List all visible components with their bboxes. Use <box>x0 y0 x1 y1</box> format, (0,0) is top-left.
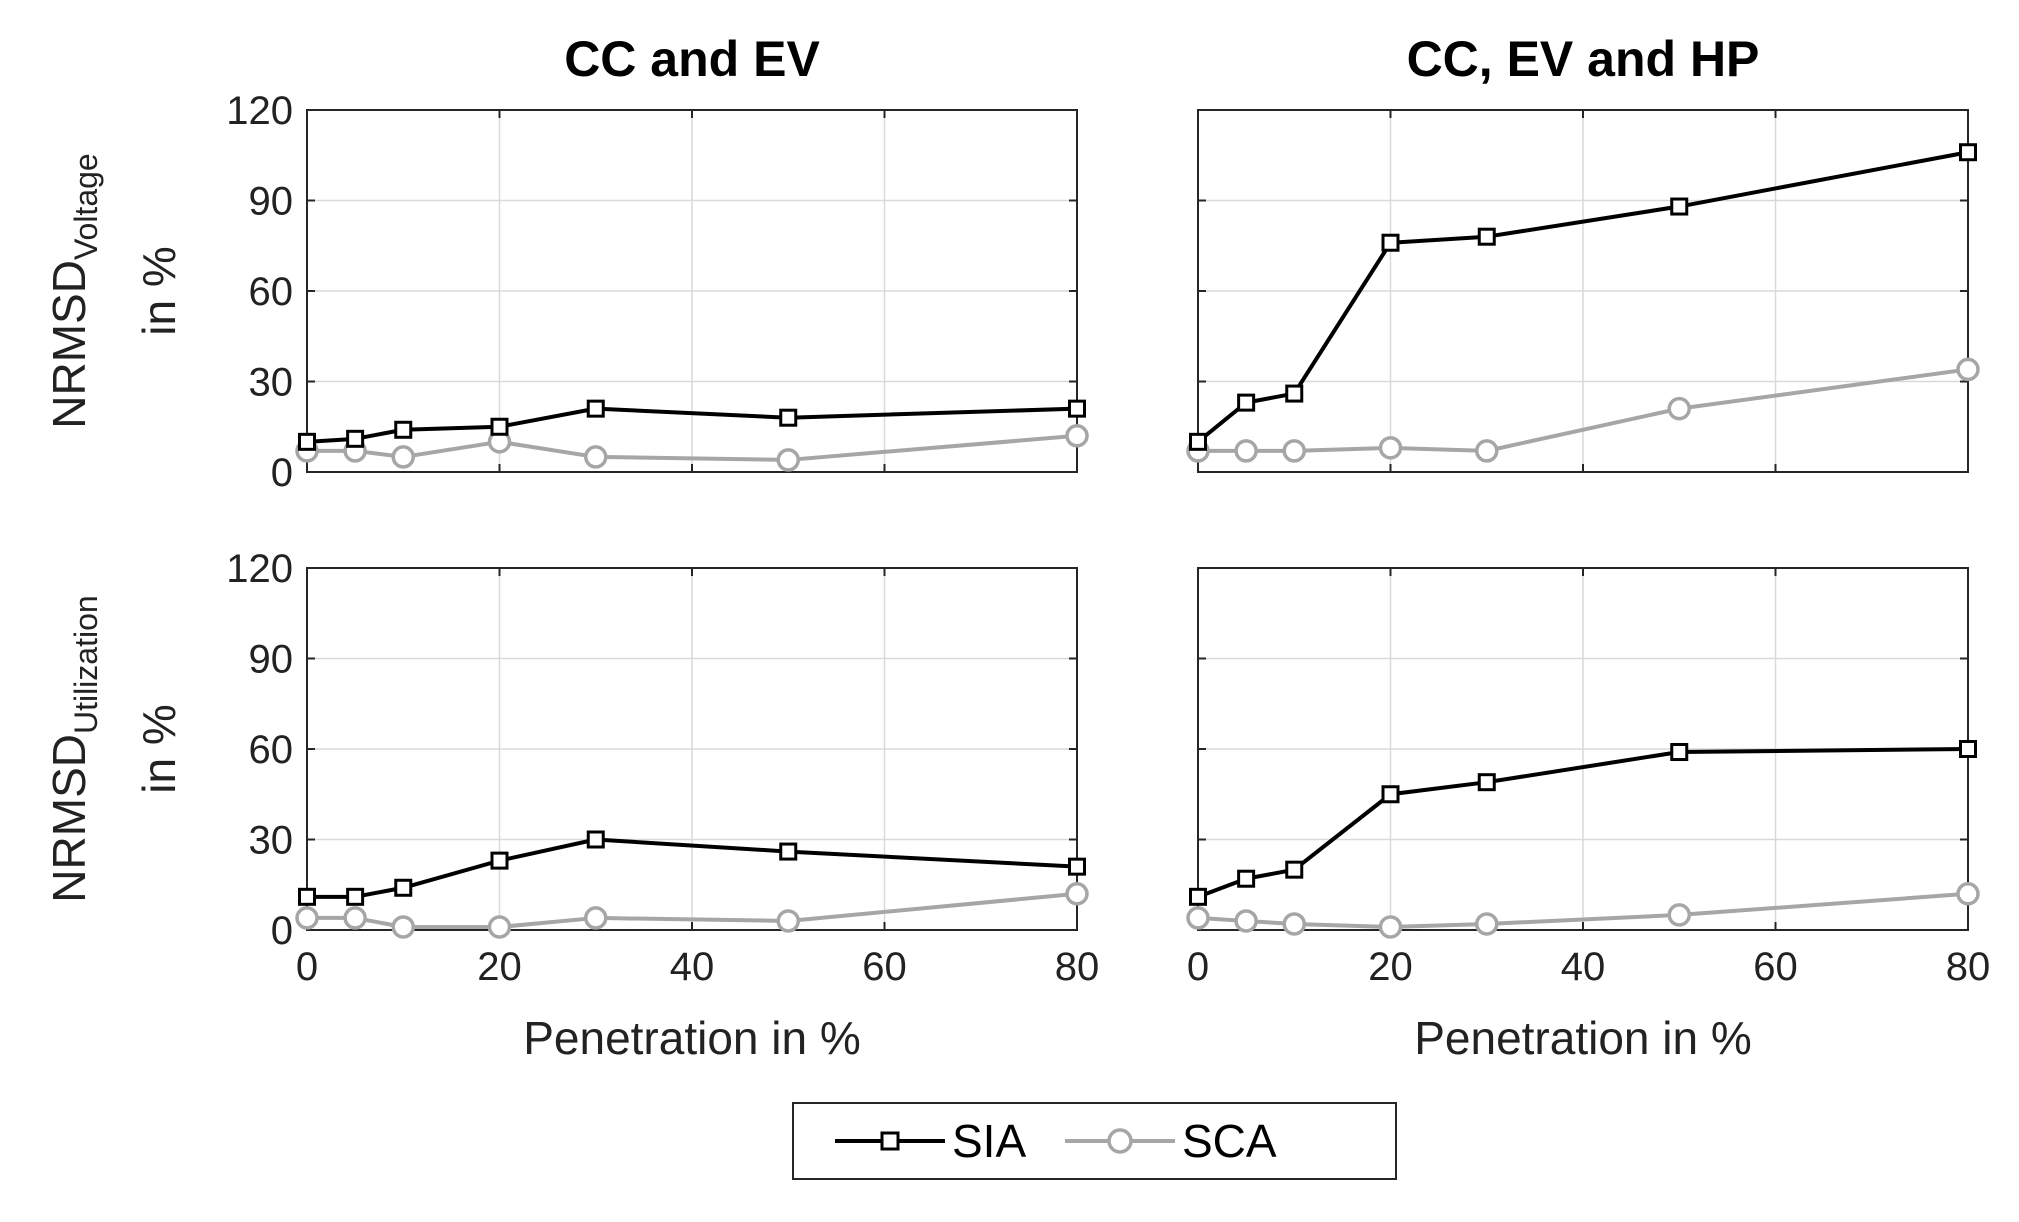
y-axis-label-subscript: Utilization <box>68 595 104 734</box>
data-point-sca <box>1186 906 1210 930</box>
data-point-sia <box>1381 785 1400 804</box>
data-point-sia <box>779 842 798 861</box>
legend: SIA SCA <box>792 1102 1397 1180</box>
y-tick-label: 90 <box>249 180 294 224</box>
y-tick-label: 0 <box>271 451 293 495</box>
y-tick-label: 30 <box>249 819 294 863</box>
data-point-sia <box>346 887 365 906</box>
data-point-sca <box>776 909 800 933</box>
panel-title: CC and EV <box>564 31 820 87</box>
data-point-sia <box>1285 860 1304 879</box>
data-point-sia <box>394 420 413 439</box>
data-point-sca <box>487 915 512 939</box>
data-point-sca <box>1234 909 1258 933</box>
data-point-sia <box>346 429 365 448</box>
legend-marker-square <box>880 1131 900 1151</box>
x-tick-label: 80 <box>1055 945 1100 989</box>
data-point-sca <box>1282 439 1306 463</box>
y-tick-label: 60 <box>249 728 294 772</box>
y-axis-label-subscript: Voltage <box>68 153 104 260</box>
data-point-sia <box>1381 233 1400 252</box>
data-point-sia <box>1959 143 1977 162</box>
data-point-sca <box>1378 436 1403 460</box>
x-axis-label: Penetration in % <box>523 1012 861 1064</box>
x-tick-label: 60 <box>1753 945 1798 989</box>
chart-panel-4: 0 20 40 60 80 Penetration in % <box>1186 567 1991 1064</box>
data-point-sia <box>779 408 798 427</box>
y-axis-label-main: NRMSD <box>43 260 95 429</box>
x-tick-label: 60 <box>862 945 907 989</box>
data-point-sia <box>1285 384 1304 403</box>
data-point-sca <box>1956 357 1980 382</box>
x-axis-label: Penetration in % <box>1414 1012 1752 1064</box>
chart-panel-2: CC, EV and HP <box>1186 31 1980 473</box>
x-tick-label: 20 <box>1368 945 1413 989</box>
legend-label-sia: SIA <box>952 1115 1026 1167</box>
y-tick-label: 120 <box>226 547 293 591</box>
data-point-sia <box>298 887 316 906</box>
x-tick-label: 40 <box>1561 945 1606 989</box>
data-point-sia <box>1189 432 1207 451</box>
data-point-sca <box>391 445 415 469</box>
y-axis-label-line2: in % <box>133 704 185 793</box>
x-tick-label: 80 <box>1946 945 1991 989</box>
data-point-sia <box>586 830 605 849</box>
y-axis-label: NRMSDVoltage <box>43 153 104 428</box>
y-axis-label-main: NRMSD <box>43 734 95 903</box>
chart-panel-1: 0 30 60 90 120 CC and EV NRMSDVoltage in % <box>43 31 1089 495</box>
y-tick-label: 120 <box>226 89 293 133</box>
data-point-sia <box>1068 399 1086 418</box>
data-point-sca <box>295 906 319 930</box>
data-point-sca <box>343 906 367 930</box>
data-point-sca <box>1475 439 1499 463</box>
x-tick-label: 0 <box>296 945 318 989</box>
data-point-sia <box>394 878 413 897</box>
data-point-sia <box>586 399 605 418</box>
legend-label-sca: SCA <box>1182 1115 1277 1167</box>
y-axis-label: NRMSDUtilization <box>43 595 104 902</box>
data-point-sca <box>1667 396 1691 421</box>
data-point-sia <box>298 432 316 451</box>
panel-title: CC, EV and HP <box>1407 31 1760 87</box>
y-tick-label: 30 <box>249 361 294 405</box>
x-tick-label: 0 <box>1187 945 1209 989</box>
data-point-sca <box>1065 882 1089 906</box>
chart-panel-3: 0 30 60 90 120 0 20 40 60 80 Penetration in % NRMSD… <box>43 547 1099 1064</box>
x-tick-label: 40 <box>670 945 715 989</box>
y-tick-label: 60 <box>249 270 294 314</box>
data-point-sia <box>1237 393 1256 412</box>
data-point-sia <box>1959 740 1977 758</box>
data-point-sca <box>1234 439 1258 463</box>
legend-marker-circle <box>1107 1128 1133 1154</box>
data-point-sca <box>1282 912 1306 936</box>
data-point-sca <box>1667 903 1691 927</box>
data-point-sca <box>1956 882 1980 906</box>
data-point-sia <box>490 851 509 870</box>
y-tick-label: 90 <box>249 638 294 682</box>
data-point-sia <box>1477 773 1496 792</box>
x-tick-label: 20 <box>477 945 522 989</box>
data-point-sia <box>1189 887 1207 906</box>
data-point-sia <box>1068 857 1086 876</box>
data-point-sca <box>776 448 800 472</box>
data-point-sia <box>490 417 509 436</box>
data-point-sca <box>584 906 608 930</box>
data-point-sia <box>1477 227 1496 246</box>
y-axis-label-line2: in % <box>133 246 185 335</box>
data-point-sca <box>1378 915 1403 939</box>
data-point-sca <box>1475 912 1499 936</box>
y-tick-label: 0 <box>271 909 293 953</box>
data-point-sia <box>1670 197 1689 216</box>
data-point-sca <box>584 445 608 469</box>
data-point-sca <box>391 915 415 939</box>
data-point-sca <box>1065 424 1089 448</box>
data-point-sia <box>1670 743 1689 762</box>
data-point-sia <box>1237 869 1256 888</box>
